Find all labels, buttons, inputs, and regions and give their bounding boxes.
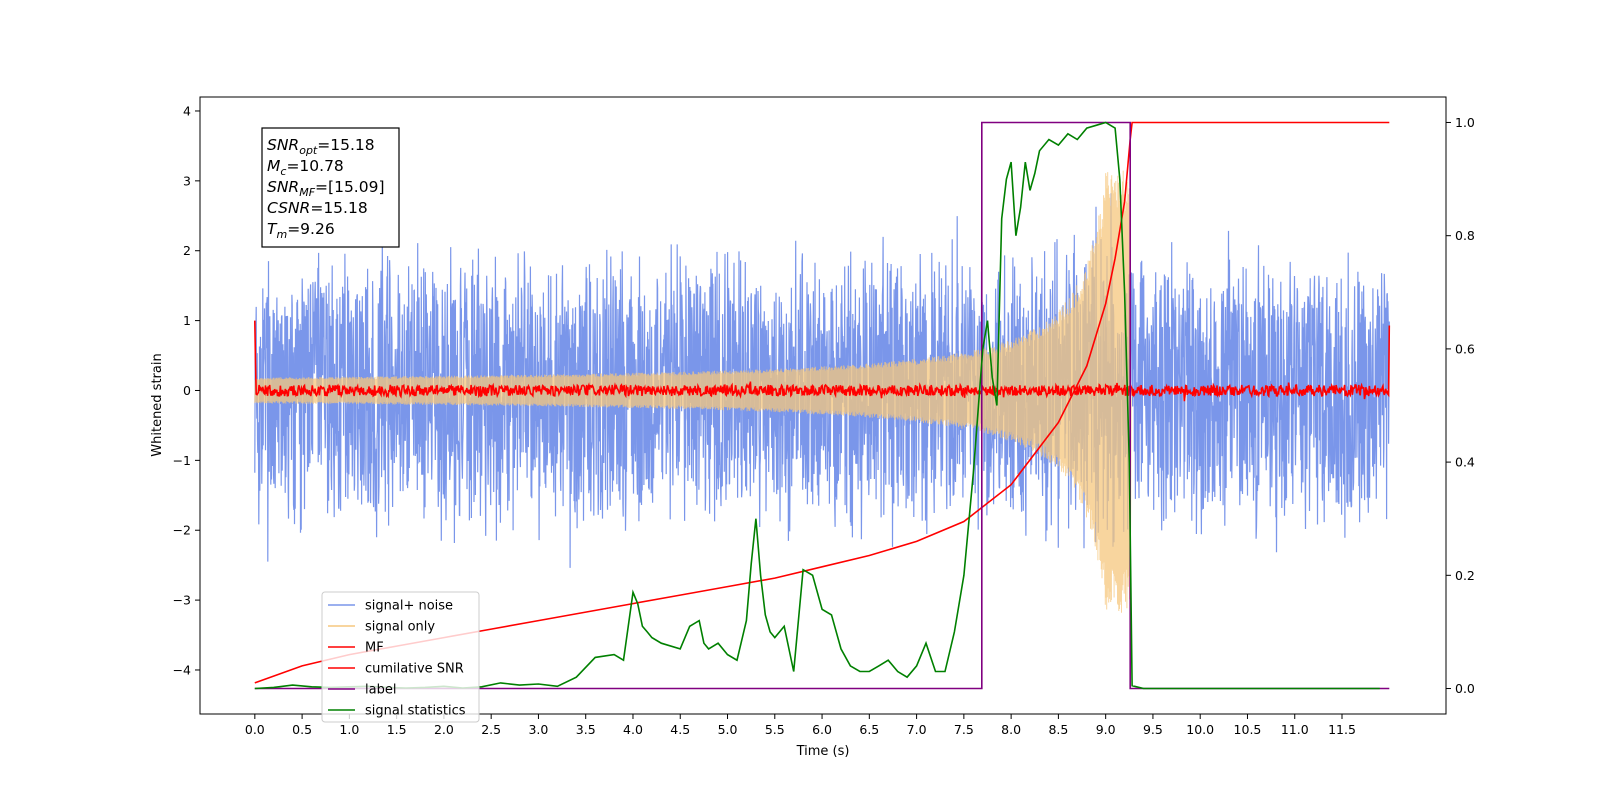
x-tick-label: 3.0 (528, 722, 548, 737)
x-tick-label: 2.0 (434, 722, 454, 737)
x-tick-label: 11.0 (1281, 722, 1309, 737)
annotation-line: Mc=10.78 (267, 157, 344, 178)
x-tick-label: 10.5 (1234, 722, 1262, 737)
x-tick-label: 7.5 (954, 722, 974, 737)
legend-label: cumilative SNR (365, 662, 464, 677)
x-tick-label: 8.0 (1001, 722, 1021, 737)
x-tick-label: 5.0 (718, 722, 738, 737)
y-tick-label-right: 0.4 (1455, 455, 1475, 470)
x-tick-label: 10.0 (1186, 722, 1214, 737)
series-mf-line (254, 320, 1391, 402)
x-tick-label: 6.0 (812, 722, 832, 737)
annotation-line: Tm=9.26 (267, 220, 335, 241)
y-tick-label-right: 0.6 (1455, 341, 1475, 356)
x-axis: 0.0 0.5 1.0 1.5 2.0 2.5 3.0 3.5 4.0 4.5 5.0 5.5 6.0 6… (245, 714, 1356, 737)
legend-label: signal only (365, 620, 435, 635)
annotation-line: SNRopt=15.18 (267, 136, 375, 157)
annotation-frame (261, 127, 400, 248)
legend-label: MF (365, 641, 384, 656)
x-tick-label: 8.5 (1048, 722, 1068, 737)
x-tick-label: 2.5 (481, 722, 501, 737)
series-signal-statistics-line (254, 121, 1380, 690)
x-tick-label: 4.0 (623, 722, 643, 737)
y-tick-label-right: 0.0 (1455, 681, 1475, 696)
x-tick-label: 1.0 (339, 722, 359, 737)
x-tick-label: 9.5 (1143, 722, 1163, 737)
x-axis-title: Time (s) (796, 744, 850, 759)
legend: signal+ noise signal only MF cumilative SNR… (321, 591, 480, 723)
y-tick-label-left: −3 (173, 593, 191, 608)
y-tick-label-right: 1.0 (1455, 115, 1475, 130)
legend-label: label (365, 683, 396, 698)
x-tick-label: 7.0 (907, 722, 927, 737)
y-tick-label-left: 2 (183, 243, 191, 258)
x-tick-label: 11.5 (1328, 722, 1356, 737)
y-tick-label-left: 4 (183, 103, 191, 118)
x-tick-label: 6.5 (859, 722, 879, 737)
x-tick-label: 0.0 (245, 722, 265, 737)
legend-frame (321, 591, 480, 723)
plot-frame (199, 96, 1447, 715)
y-tick-label-left: 1 (183, 313, 191, 328)
y-axis-left: −4 −3 −2 −1 0 1 2 3 4 (173, 103, 200, 677)
y-tick-label-left: 0 (183, 383, 191, 398)
x-tick-label: 9.0 (1096, 722, 1116, 737)
y-tick-label-left: −1 (173, 453, 191, 468)
x-tick-label: 5.5 (765, 722, 785, 737)
x-tick-label: 3.5 (576, 722, 596, 737)
annotation-line: SNRMF=[15.09] (267, 178, 385, 199)
x-tick-label: 4.5 (670, 722, 690, 737)
y-tick-label-right: 0.2 (1455, 568, 1475, 583)
y-tick-label-left: −2 (173, 523, 191, 538)
x-tick-label: 0.5 (292, 722, 312, 737)
legend-label: signal+ noise (365, 599, 453, 614)
y-tick-label-left: 3 (183, 173, 191, 188)
annotation-line: CSNR=15.18 (267, 199, 368, 217)
y-tick-label-right: 0.8 (1455, 228, 1475, 243)
legend-label: signal statistics (365, 704, 466, 719)
annotation-box: SNRopt=15.18Mc=10.78SNRMF=[15.09]CSNR=15… (261, 127, 400, 248)
y-axis-right: 0.0 0.2 0.4 0.6 0.8 1.0 (1446, 115, 1475, 696)
y-tick-label-left: −4 (173, 662, 191, 677)
y-axis-title: Whitened strain (150, 353, 165, 456)
x-tick-label: 1.5 (387, 722, 407, 737)
